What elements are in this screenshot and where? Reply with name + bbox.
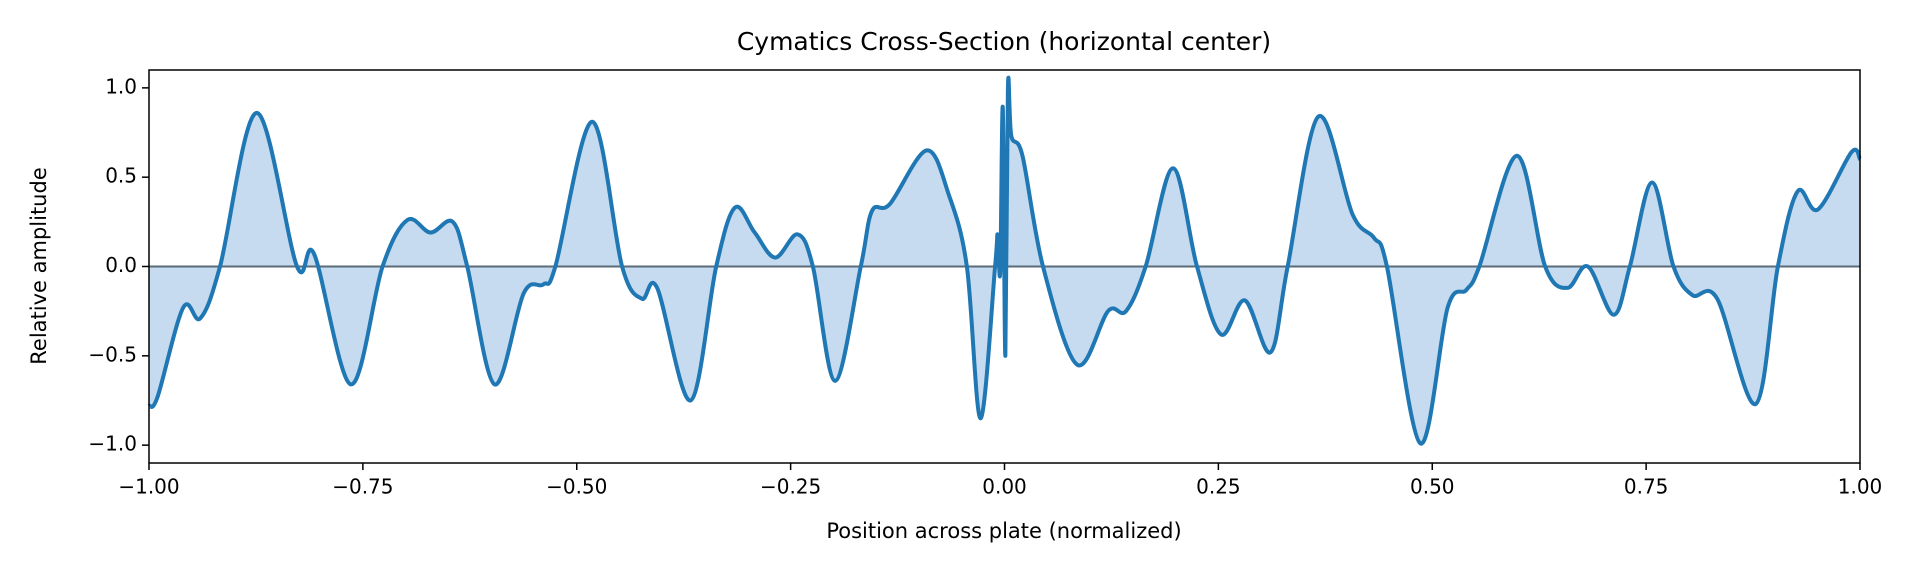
chart-title: Cymatics Cross-Section (horizontal cente… xyxy=(737,27,1271,56)
line xyxy=(147,75,1862,446)
y-tick-label: −1.0 xyxy=(88,432,137,456)
x-tick-label: −0.25 xyxy=(760,475,821,499)
y-tick-label: −0.5 xyxy=(88,342,137,366)
x-tick-label: 0.25 xyxy=(1196,475,1241,499)
y-axis-label: Relative amplitude xyxy=(27,167,51,364)
y-tick-label: 0.0 xyxy=(105,253,137,277)
x-tick-label: 0.75 xyxy=(1624,475,1669,499)
x-axis-label: Position across plate (normalized) xyxy=(826,519,1181,543)
x-tick-label: −0.75 xyxy=(332,475,393,499)
x-tick-label: 0.00 xyxy=(982,475,1027,499)
x-tick-label: 1.00 xyxy=(1838,475,1883,499)
x-tick-label: −1.00 xyxy=(118,475,179,499)
x-tick-label: 0.50 xyxy=(1410,475,1455,499)
y-tick-label: 1.0 xyxy=(105,74,137,98)
x-tick-label: −0.50 xyxy=(546,475,607,499)
y-tick-label: 0.5 xyxy=(105,164,137,188)
